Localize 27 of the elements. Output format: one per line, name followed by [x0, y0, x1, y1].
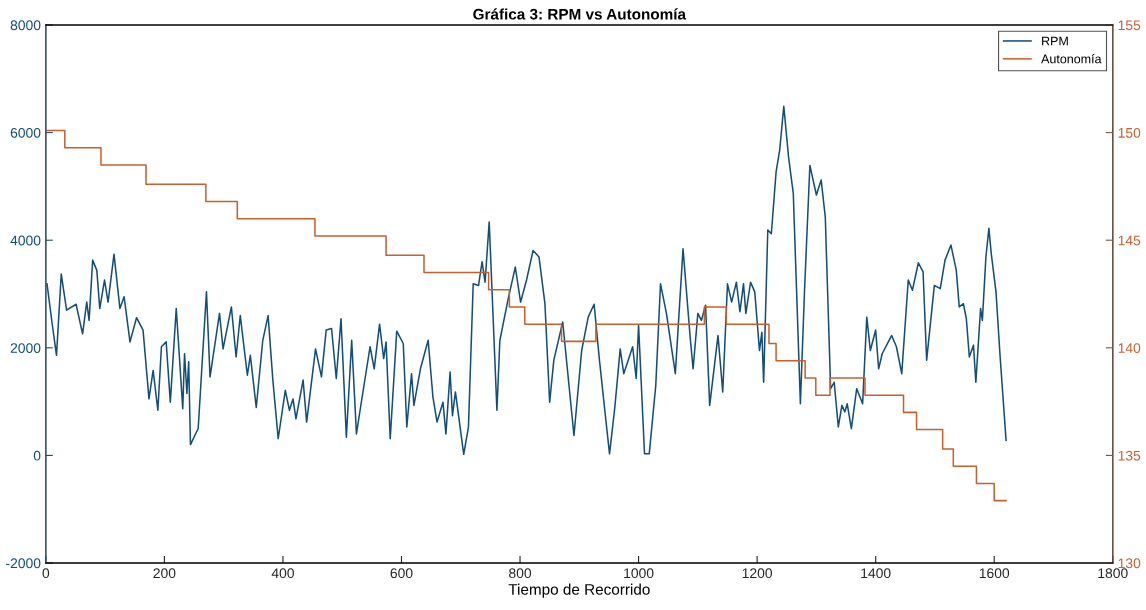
- x-tick-label: 800: [509, 568, 532, 579]
- line-series: [46, 105, 1007, 456]
- x-tick-label: 1000: [624, 568, 654, 579]
- y2-tick-label: 150: [1118, 127, 1141, 138]
- y-tick-label: 8000: [10, 20, 41, 31]
- y2-tick-label: 130: [1118, 558, 1141, 569]
- y-tick-label: -2000: [6, 558, 41, 569]
- y2-tick-label: 135: [1118, 450, 1141, 461]
- x-axis-title: Tiempo de Recorrido: [508, 583, 650, 598]
- x-tick-label: 400: [271, 568, 294, 579]
- y2-tick-label: 155: [1118, 20, 1141, 31]
- x-tick-label: 1200: [742, 568, 773, 579]
- x-tick-label: 600: [390, 568, 413, 579]
- x-tick-label: 1800: [1098, 568, 1128, 579]
- y-tick-label: 6000: [10, 127, 41, 138]
- y2-tick-label: 145: [1118, 235, 1141, 246]
- x-tick-label: 200: [153, 568, 176, 579]
- chart-title: Gráfica 3: RPM vs Autonomía: [473, 8, 687, 20]
- y-tick-label: 4000: [10, 235, 41, 246]
- y2-tick-label: 140: [1118, 343, 1141, 353]
- x-tick-label: 1400: [861, 568, 891, 579]
- y-tick-label: 2000: [10, 343, 41, 353]
- x-tick-label: 0: [42, 568, 50, 579]
- y-tick-label: 0: [33, 450, 41, 461]
- legend-label: Autonomía: [1041, 54, 1102, 64]
- x-tick-label: 1600: [979, 568, 1010, 579]
- legend-label: RPM: [1042, 36, 1068, 46]
